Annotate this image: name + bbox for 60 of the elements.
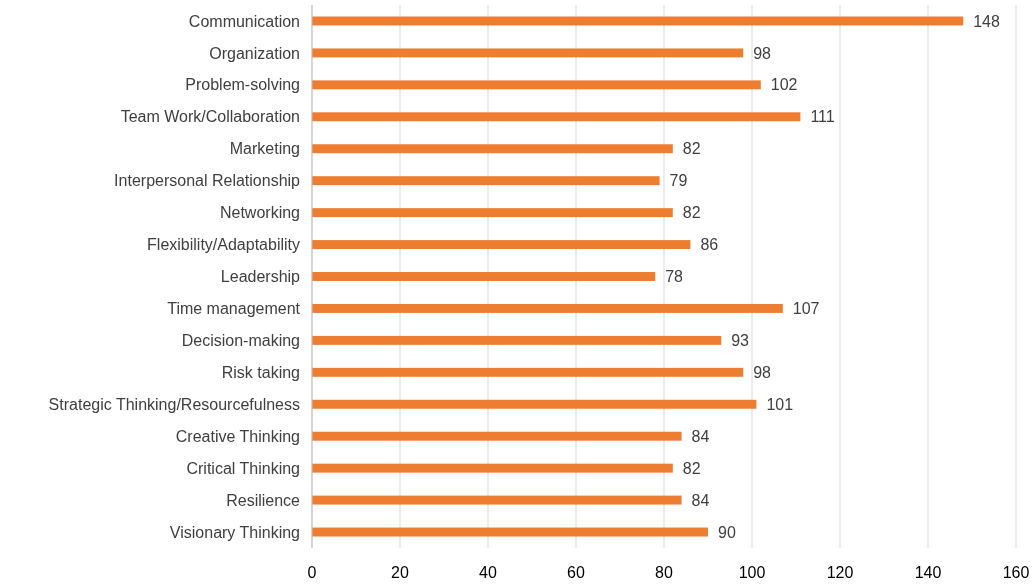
y-tick-label: Marketing	[229, 140, 300, 158]
x-tick-label: 0	[307, 564, 317, 581]
bar	[312, 463, 673, 473]
data-label: 101	[766, 395, 794, 413]
y-tick-label: Team Work/Collaboration	[120, 108, 300, 126]
y-tick-label: Risk taking	[221, 363, 300, 381]
bar	[312, 240, 691, 250]
bar	[312, 144, 673, 154]
bar	[312, 399, 757, 409]
y-tick-label: Flexibility/Adaptability	[147, 236, 300, 254]
data-label: 82	[682, 459, 701, 477]
bar	[312, 335, 722, 345]
data-label: 86	[700, 236, 719, 254]
bar	[312, 431, 682, 441]
x-tick-label: 20	[391, 564, 409, 581]
y-tick-label: Resilience	[226, 491, 301, 509]
y-tick-label: Leadership	[220, 268, 301, 286]
y-tick-label: Critical Thinking	[186, 459, 300, 477]
data-label: 78	[665, 268, 684, 286]
data-label: 84	[691, 491, 710, 509]
y-tick-label: Interpersonal Relationship	[114, 172, 301, 190]
bar	[312, 112, 801, 122]
bar	[312, 80, 761, 90]
y-tick-label: Visionary Thinking	[169, 523, 300, 541]
y-tick-label: Creative Thinking	[175, 427, 300, 445]
data-label: 84	[691, 427, 710, 445]
bar	[312, 303, 783, 313]
y-tick-label: Organization	[209, 44, 300, 62]
y-tick-label: Networking	[219, 204, 300, 222]
bar	[312, 176, 660, 186]
data-label: 148	[973, 12, 1000, 30]
y-tick-label: Communication	[188, 12, 300, 30]
bar	[312, 16, 964, 26]
y-tick-label: Strategic Thinking/Resourcefulness	[48, 395, 300, 413]
data-label: 82	[682, 204, 701, 222]
data-label: 98	[753, 44, 772, 62]
bar	[312, 208, 673, 218]
data-label: 102	[770, 76, 798, 94]
data-label: 93	[731, 331, 750, 349]
bar	[312, 495, 682, 505]
x-tick-label: 160	[1002, 564, 1030, 581]
y-tick-label: Problem-solving	[185, 76, 300, 94]
x-tick-label: 140	[914, 564, 942, 581]
x-tick-label: 120	[826, 564, 854, 581]
bar	[312, 367, 744, 377]
data-label: 90	[718, 523, 736, 541]
x-tick-label: 40	[479, 564, 497, 581]
data-label: 98	[753, 363, 772, 381]
y-tick-label: Decision-making	[181, 331, 300, 349]
data-label: 79	[669, 172, 688, 190]
data-label: 111	[810, 108, 835, 126]
x-tick-label: 80	[655, 564, 673, 581]
x-tick-label: 60	[567, 564, 585, 581]
bar	[312, 272, 656, 281]
x-tick-label: 100	[738, 564, 766, 581]
data-label: 107	[792, 300, 820, 318]
bar	[312, 527, 708, 537]
y-tick-label: Time management	[167, 300, 301, 318]
bar	[312, 48, 744, 58]
data-label: 82	[682, 140, 701, 158]
